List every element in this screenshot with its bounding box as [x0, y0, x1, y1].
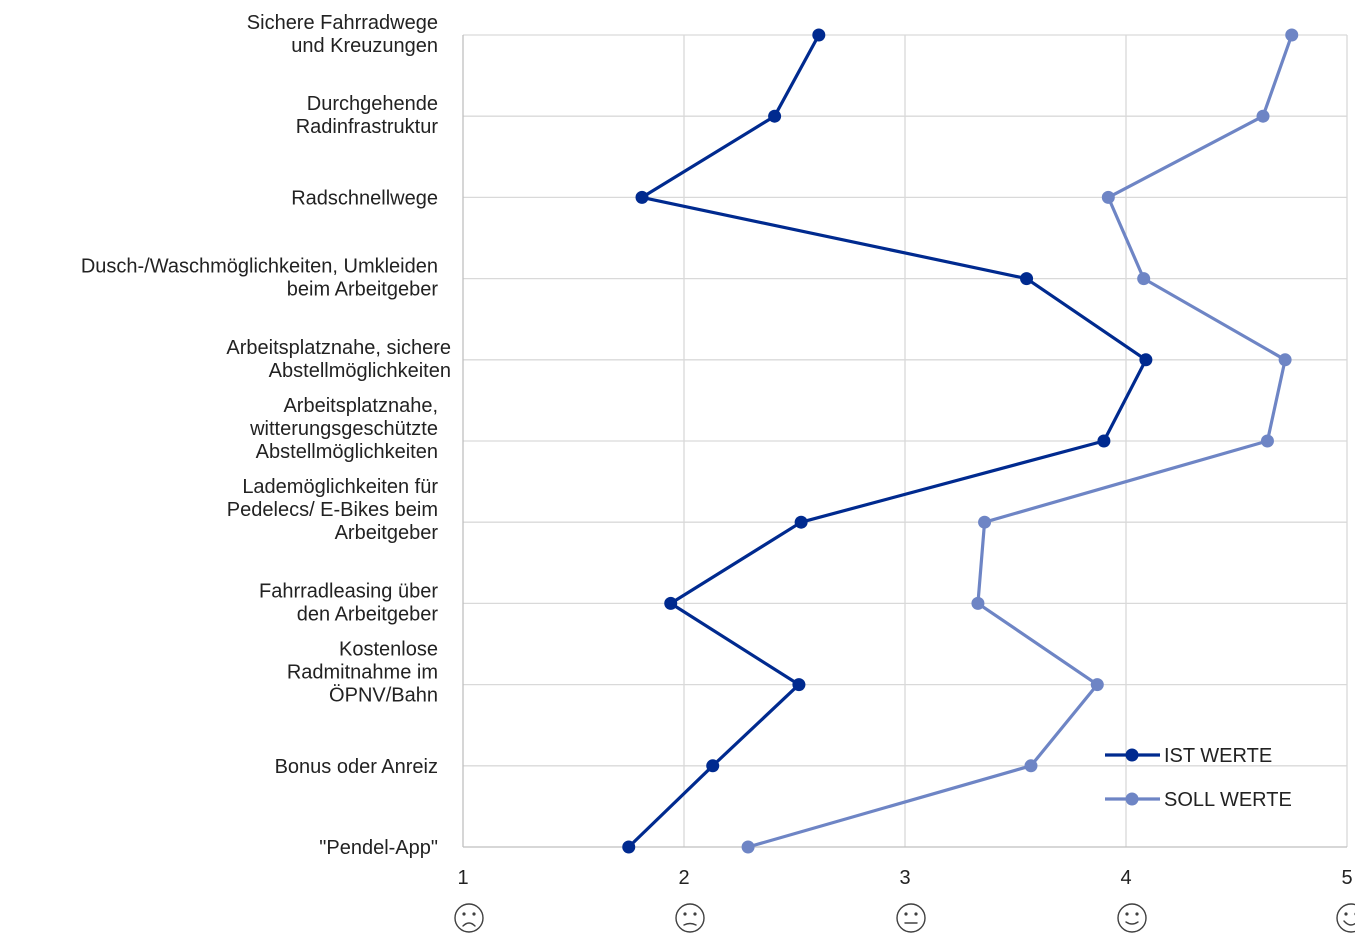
face-mouth: [462, 922, 476, 927]
face-eye-left: [462, 912, 466, 916]
data-point: [1020, 272, 1034, 286]
face-outline: [1336, 903, 1355, 933]
face-outline: [896, 903, 926, 933]
face-mouth: [1125, 921, 1139, 925]
category-label-line: ÖPNV/Bahn: [329, 685, 438, 707]
category-label-line: Radinfrastruktur: [296, 116, 439, 138]
category-label-line: Arbeitgeber: [335, 522, 439, 544]
sad-face-icon: [454, 903, 484, 933]
series-group: [622, 28, 1299, 854]
legend-swatch-marker: [1125, 792, 1139, 806]
category-label: Fahrradleasing über den Arbeitgeber: [259, 580, 438, 625]
face-eye-right: [914, 912, 918, 916]
data-point: [706, 759, 720, 773]
data-point: [768, 109, 782, 123]
category-label: Sichere Fahrradwege und Kreuzungen: [247, 12, 438, 57]
category-label-line: Fahrradleasing über: [259, 580, 438, 602]
category-label-line: Arbeitsplatznahe,: [283, 395, 438, 417]
category-label-line: Dusch-/Waschmöglichkeiten, Umkleiden: [81, 256, 438, 278]
slightly-sad-face-icon: [675, 903, 705, 933]
face-eye-right: [472, 912, 476, 916]
category-label-line: witterungsgeschützte: [249, 418, 438, 440]
slightly-happy-face-icon: [1117, 903, 1147, 933]
x-tick-label: 3: [899, 867, 910, 889]
category-label-line: Sichere Fahrradwege: [247, 12, 438, 34]
grid: [462, 34, 1348, 848]
category-label: Dusch-/Waschmöglichkeiten, Umkleiden beim…: [81, 256, 439, 301]
category-label: Bonus oder Anreiz: [275, 756, 438, 778]
data-point: [1285, 28, 1299, 42]
legend-entry: SOLL WERTE: [1105, 789, 1292, 811]
data-point: [1278, 353, 1292, 367]
x-tick-label: 1: [457, 867, 468, 889]
data-point: [635, 190, 649, 204]
face-outline: [1117, 903, 1147, 933]
data-point: [1024, 759, 1038, 773]
category-label-line: Arbeitsplatznahe, sichere: [226, 337, 451, 359]
data-point: [1137, 272, 1151, 286]
face-eye-left: [904, 912, 908, 916]
legend-label: SOLL WERTE: [1164, 789, 1292, 811]
category-label: "Pendel-App": [319, 837, 438, 859]
data-point: [794, 515, 808, 529]
data-point: [1090, 678, 1104, 692]
legend: IST WERTE SOLL WERTE: [1105, 745, 1292, 811]
data-point: [1256, 109, 1270, 123]
x-axis-face-icons: [454, 903, 1355, 933]
category-label: Arbeitsplatznahe, sichere Abstellmöglichk…: [226, 337, 451, 382]
neutral-face-icon: [896, 903, 926, 933]
category-label-line: Radschnellwege: [291, 187, 438, 209]
category-label: Durchgehende Radinfrastruktur: [296, 93, 439, 138]
category-label-line: Pedelecs/ E-Bikes beim: [227, 499, 438, 521]
x-tick-label: 2: [678, 867, 689, 889]
series-soll-werte: [741, 28, 1299, 854]
category-label-line: "Pendel-App": [319, 837, 438, 859]
data-point: [1097, 434, 1111, 448]
category-label-line: und Kreuzungen: [291, 35, 438, 57]
face-outline: [454, 903, 484, 933]
category-label-line: Abstellmöglichkeiten: [269, 360, 451, 382]
data-point: [1139, 353, 1153, 367]
data-point: [812, 28, 826, 42]
category-label-line: beim Arbeitgeber: [287, 279, 439, 301]
legend-label: IST WERTE: [1164, 745, 1272, 767]
face-eye-left: [1344, 912, 1348, 916]
data-point: [971, 596, 985, 610]
face-eye-left: [1125, 912, 1129, 916]
x-axis-tick-labels: 1 2 3 4 5: [457, 867, 1352, 889]
data-point: [1101, 190, 1115, 204]
legend-entry: IST WERTE: [1105, 745, 1272, 767]
face-outline: [675, 903, 705, 933]
legend-swatch-marker: [1125, 748, 1139, 762]
category-label-line: Durchgehende: [307, 93, 438, 115]
face-eye-left: [683, 912, 687, 916]
data-point: [978, 515, 992, 529]
data-point: [664, 596, 678, 610]
category-label: Kostenlose Radmitnahme im ÖPNV/Bahn: [287, 639, 438, 707]
data-point: [622, 840, 636, 854]
face-eye-right: [693, 912, 697, 916]
data-point: [1260, 434, 1274, 448]
category-label-line: Bonus oder Anreiz: [275, 756, 438, 778]
face-mouth: [1343, 920, 1355, 926]
x-tick-label: 5: [1341, 867, 1352, 889]
face-mouth: [683, 922, 697, 926]
category-label: Arbeitsplatznahe, witterungsgeschützte Abs…: [249, 395, 438, 463]
series-ist-werte: [622, 28, 1153, 854]
category-label: Radschnellwege: [291, 187, 438, 209]
category-label-line: Abstellmöglichkeiten: [256, 441, 438, 463]
category-labels: Sichere Fahrradwege und Kreuzungen Durchge…: [81, 12, 451, 859]
happy-face-icon: [1336, 903, 1355, 933]
data-point: [792, 678, 806, 692]
data-point: [741, 840, 755, 854]
category-label: Lademöglichkeiten für Pedelecs/ E-Bikes b…: [227, 476, 439, 544]
category-label-line: den Arbeitgeber: [297, 603, 439, 625]
category-label-line: Radmitnahme im: [287, 662, 438, 684]
category-label-line: Lademöglichkeiten für: [242, 476, 438, 498]
x-tick-label: 4: [1120, 867, 1131, 889]
category-label-line: Kostenlose: [339, 639, 438, 661]
face-eye-right: [1135, 912, 1139, 916]
